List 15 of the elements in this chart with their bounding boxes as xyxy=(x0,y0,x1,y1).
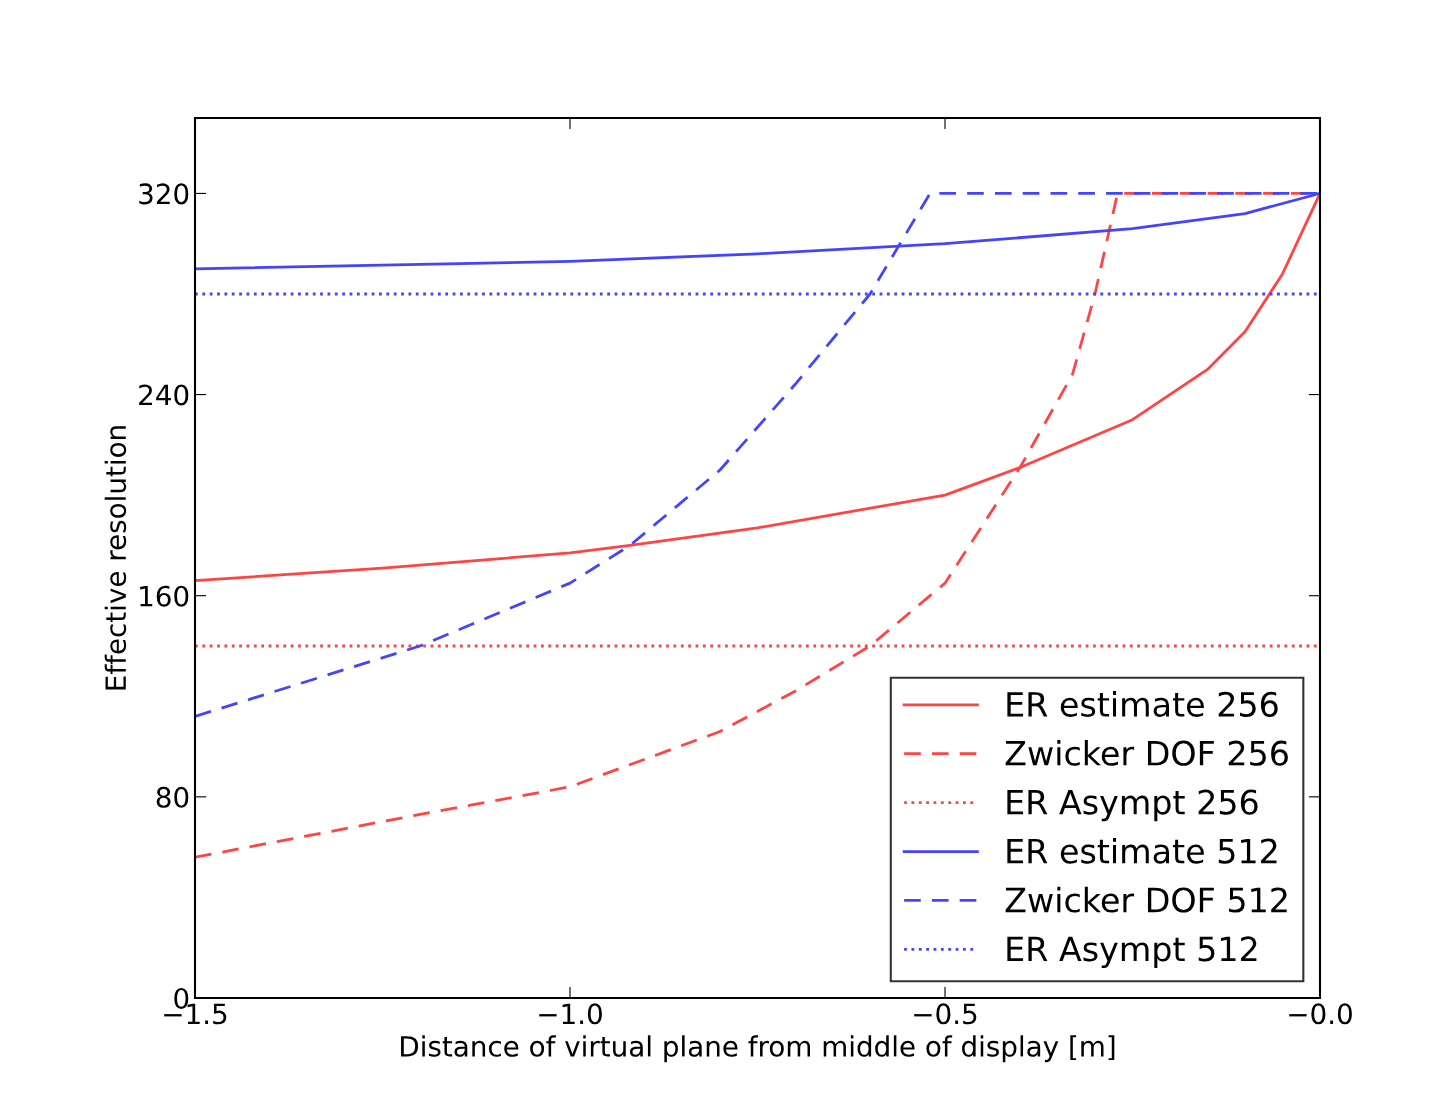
y-axis-title: Effective resolution xyxy=(104,426,127,690)
legend-label: Zwicker DOF 256 xyxy=(1005,740,1288,766)
y-tick-label: 320 xyxy=(139,183,189,205)
legend-label: ER estimate 512 xyxy=(1007,837,1277,864)
y-tick-label: 240 xyxy=(139,384,189,406)
legend-label: ER Asympt 512 xyxy=(1007,936,1257,968)
x-tick-label: −0.0 xyxy=(1289,1003,1352,1025)
legend-label: Zwicker DOF 512 xyxy=(1005,886,1287,913)
y-tick-label: 80 xyxy=(156,786,189,808)
legend-label: ER estimate 256 xyxy=(1007,691,1278,717)
x-tick-label: −1.0 xyxy=(539,1003,602,1025)
legend-label: ER Asympt 256 xyxy=(1007,789,1258,822)
y-tick-label: 160 xyxy=(140,585,189,607)
x-axis-title: Distance of virtual plane from middle of display [m] xyxy=(401,1035,1115,1063)
x-tick-label: −0.5 xyxy=(914,1003,977,1025)
